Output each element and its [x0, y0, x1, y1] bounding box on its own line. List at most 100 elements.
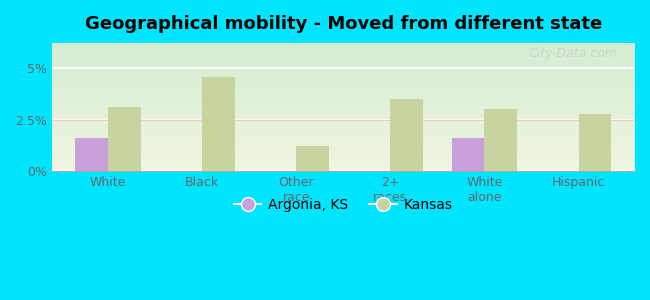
Bar: [484, 110, 517, 171]
Bar: [52, 98, 635, 99]
Bar: [452, 138, 484, 171]
Bar: [52, 82, 635, 84]
Bar: [52, 126, 635, 128]
Bar: [52, 115, 635, 116]
Bar: [52, 74, 635, 75]
Bar: [391, 99, 423, 171]
Bar: [52, 116, 635, 117]
Bar: [52, 121, 635, 122]
Bar: [52, 122, 635, 124]
Bar: [52, 48, 635, 49]
Bar: [52, 124, 635, 125]
Bar: [52, 66, 635, 67]
Bar: [52, 45, 635, 47]
Bar: [52, 140, 635, 142]
Bar: [52, 142, 635, 143]
Bar: [52, 120, 635, 121]
Bar: [52, 62, 635, 63]
Bar: [52, 49, 635, 51]
Bar: [52, 144, 635, 145]
Bar: [52, 135, 635, 136]
Bar: [52, 52, 635, 53]
Bar: [52, 138, 635, 139]
Bar: [52, 134, 635, 135]
Bar: [52, 88, 635, 89]
Bar: [52, 130, 635, 131]
Bar: [52, 85, 635, 86]
Bar: [52, 86, 635, 88]
Bar: [52, 71, 635, 72]
Bar: [52, 47, 635, 48]
Bar: [52, 107, 635, 108]
Bar: [52, 106, 635, 107]
Bar: [52, 164, 635, 166]
Bar: [52, 93, 635, 94]
Bar: [52, 133, 635, 134]
Bar: [52, 63, 635, 65]
Bar: [52, 168, 635, 169]
Bar: [108, 107, 141, 171]
Bar: [52, 143, 635, 144]
Bar: [52, 110, 635, 111]
Bar: [52, 102, 635, 103]
Bar: [52, 103, 635, 104]
Bar: [52, 111, 635, 112]
Bar: [52, 118, 635, 120]
Bar: [52, 97, 635, 98]
Bar: [52, 68, 635, 70]
Bar: [52, 139, 635, 140]
Bar: [52, 162, 635, 163]
Legend: Argonia, KS, Kansas: Argonia, KS, Kansas: [228, 193, 459, 218]
Bar: [52, 76, 635, 77]
Bar: [52, 117, 635, 118]
Bar: [52, 136, 635, 138]
Bar: [52, 51, 635, 52]
Bar: [52, 67, 635, 68]
Bar: [52, 79, 635, 80]
Bar: [52, 157, 635, 158]
Bar: [52, 90, 635, 92]
Bar: [52, 104, 635, 106]
Bar: [52, 61, 635, 62]
Bar: [52, 148, 635, 149]
Bar: [578, 114, 612, 171]
Bar: [52, 100, 635, 102]
Bar: [52, 166, 635, 167]
Bar: [52, 81, 635, 83]
Bar: [52, 145, 635, 147]
Bar: [52, 156, 635, 157]
Bar: [52, 94, 635, 95]
Bar: [52, 154, 635, 156]
Bar: [52, 158, 635, 159]
Bar: [52, 84, 635, 85]
Bar: [52, 169, 635, 171]
Bar: [52, 80, 635, 81]
Bar: [52, 159, 635, 161]
Bar: [52, 54, 635, 56]
Bar: [52, 56, 635, 57]
Bar: [52, 70, 635, 71]
Bar: [52, 43, 635, 44]
Bar: [52, 149, 635, 150]
Bar: [52, 161, 635, 162]
Bar: [52, 112, 635, 113]
Bar: [52, 131, 635, 133]
Bar: [52, 92, 635, 93]
Bar: [52, 72, 635, 74]
Bar: [202, 77, 235, 171]
Bar: [296, 146, 330, 171]
Bar: [52, 89, 635, 90]
Bar: [52, 57, 635, 58]
Bar: [52, 150, 635, 152]
Bar: [52, 128, 635, 129]
Bar: [52, 75, 635, 76]
Bar: [75, 138, 108, 171]
Bar: [52, 129, 635, 130]
Bar: [52, 59, 635, 61]
Bar: [52, 163, 635, 164]
Bar: [52, 53, 635, 54]
Bar: [52, 65, 635, 66]
Bar: [52, 113, 635, 115]
Bar: [52, 44, 635, 45]
Bar: [52, 99, 635, 101]
